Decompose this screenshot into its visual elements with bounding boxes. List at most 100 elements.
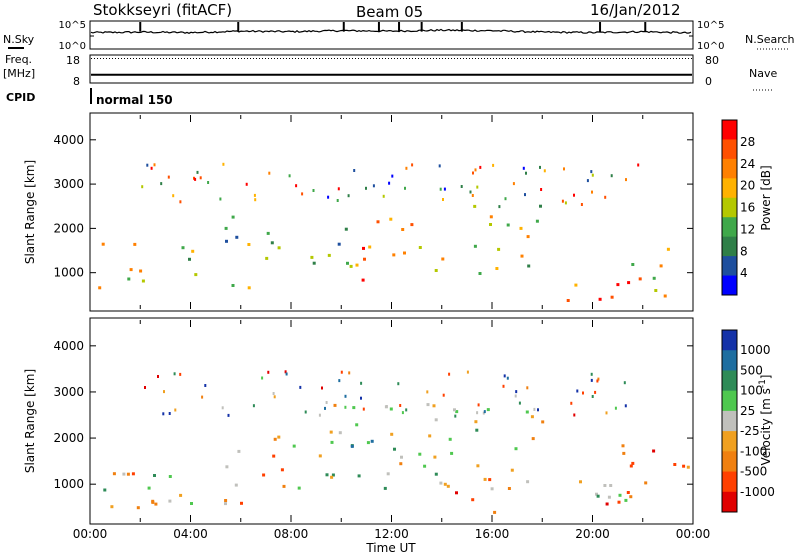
range-cell	[514, 394, 517, 398]
range-cell	[673, 463, 677, 466]
velocity-colorbar-swatch	[722, 451, 737, 473]
velocity-colorbar-label: Velocity [m s-1]	[758, 375, 773, 466]
velocity-colorbar-tick-label: 1000	[740, 343, 771, 357]
range-cell	[535, 219, 539, 223]
range-cell	[150, 166, 153, 170]
range-cell	[439, 187, 442, 191]
range-cell	[234, 483, 238, 487]
range-cell	[324, 406, 326, 410]
range-cell	[448, 437, 452, 441]
range-cell	[541, 420, 545, 424]
velocity-colorbar-tick-label: 500	[740, 363, 763, 377]
velocity-frame	[89, 317, 694, 525]
range-cell	[129, 268, 133, 272]
range-cell	[365, 186, 367, 190]
range-cell	[453, 408, 456, 412]
range-cell	[434, 269, 438, 272]
range-cell	[483, 410, 486, 414]
range-cell	[525, 171, 527, 175]
range-cell	[512, 182, 515, 186]
velocity-panel: 4000 3000 2000 1000 00:00 04:00 08:00 12:00 16:…	[23, 317, 775, 554]
range-cell	[267, 370, 270, 374]
y-tick-label: 4000	[53, 133, 84, 147]
range-cell	[325, 473, 329, 477]
freq-label: Freq.	[5, 53, 32, 66]
range-cell	[193, 176, 195, 180]
range-cell	[455, 491, 458, 495]
cpid-label: CPID	[6, 91, 35, 104]
range-cell	[277, 246, 281, 250]
range-cell	[663, 294, 667, 298]
range-cell	[201, 395, 204, 399]
range-cell	[295, 184, 298, 188]
range-cell	[333, 403, 337, 407]
range-cell	[596, 494, 600, 498]
range-cell	[141, 185, 144, 189]
range-cell	[561, 199, 564, 203]
range-cell	[325, 401, 328, 404]
power-y-ticks: 4000 3000 2000 1000	[53, 133, 693, 280]
range-cell	[618, 493, 622, 497]
range-cell	[261, 376, 264, 380]
velocity-colorbar-tick-label: -500	[740, 465, 767, 479]
range-cell	[288, 174, 291, 178]
range-cell	[428, 434, 432, 438]
velocity-colorbar-tick-label: 100	[740, 384, 763, 398]
x-tick-label: 00:00	[73, 527, 108, 541]
range-cell	[399, 462, 403, 466]
range-cell	[265, 256, 269, 260]
range-cell	[329, 430, 333, 434]
range-cell	[537, 408, 539, 412]
range-cell	[331, 473, 335, 477]
range-cell	[624, 498, 628, 502]
freq-frame	[89, 54, 694, 84]
range-cell	[524, 193, 526, 197]
range-cell	[168, 412, 171, 415]
range-cell	[353, 169, 356, 172]
noise-right-tick-label: 10^5	[697, 20, 724, 31]
range-cell	[268, 171, 271, 175]
range-cell	[570, 401, 573, 405]
nsearch-label: N.Search	[745, 33, 795, 46]
range-cell	[199, 176, 202, 180]
power-colorbar-swatch	[722, 217, 737, 238]
range-cell	[224, 502, 227, 506]
range-cell	[362, 246, 365, 250]
range-cell	[136, 506, 140, 510]
range-cell	[604, 195, 607, 199]
range-cell	[507, 487, 511, 490]
range-cell	[450, 451, 454, 455]
range-cell	[247, 286, 251, 290]
range-cell	[310, 255, 314, 259]
range-cell	[337, 242, 341, 246]
range-cell	[190, 502, 193, 505]
y-tick-label: 2000	[53, 221, 84, 235]
range-cell	[404, 186, 406, 190]
range-cell	[272, 392, 275, 395]
range-cell	[466, 370, 469, 374]
range-cell	[522, 166, 525, 170]
range-cell	[372, 184, 375, 188]
range-cell	[626, 491, 630, 494]
range-cell	[245, 182, 248, 186]
range-cell	[497, 247, 501, 251]
x-tick-label: 20:00	[575, 527, 610, 541]
range-cell	[173, 372, 176, 376]
range-cell	[540, 188, 543, 191]
range-cell	[483, 477, 487, 481]
range-cell	[327, 195, 330, 199]
range-cell	[616, 283, 620, 287]
range-cell	[147, 486, 151, 490]
range-cell	[191, 249, 195, 253]
range-cell	[502, 384, 505, 388]
range-cell	[666, 247, 670, 251]
range-cell	[240, 501, 243, 505]
range-cell	[247, 243, 251, 246]
range-cell	[224, 226, 228, 230]
range-cell	[292, 444, 296, 448]
range-cell	[363, 257, 366, 261]
range-cell	[330, 475, 334, 479]
range-cell	[472, 171, 474, 175]
range-cell	[167, 175, 170, 179]
range-cell	[360, 396, 362, 400]
